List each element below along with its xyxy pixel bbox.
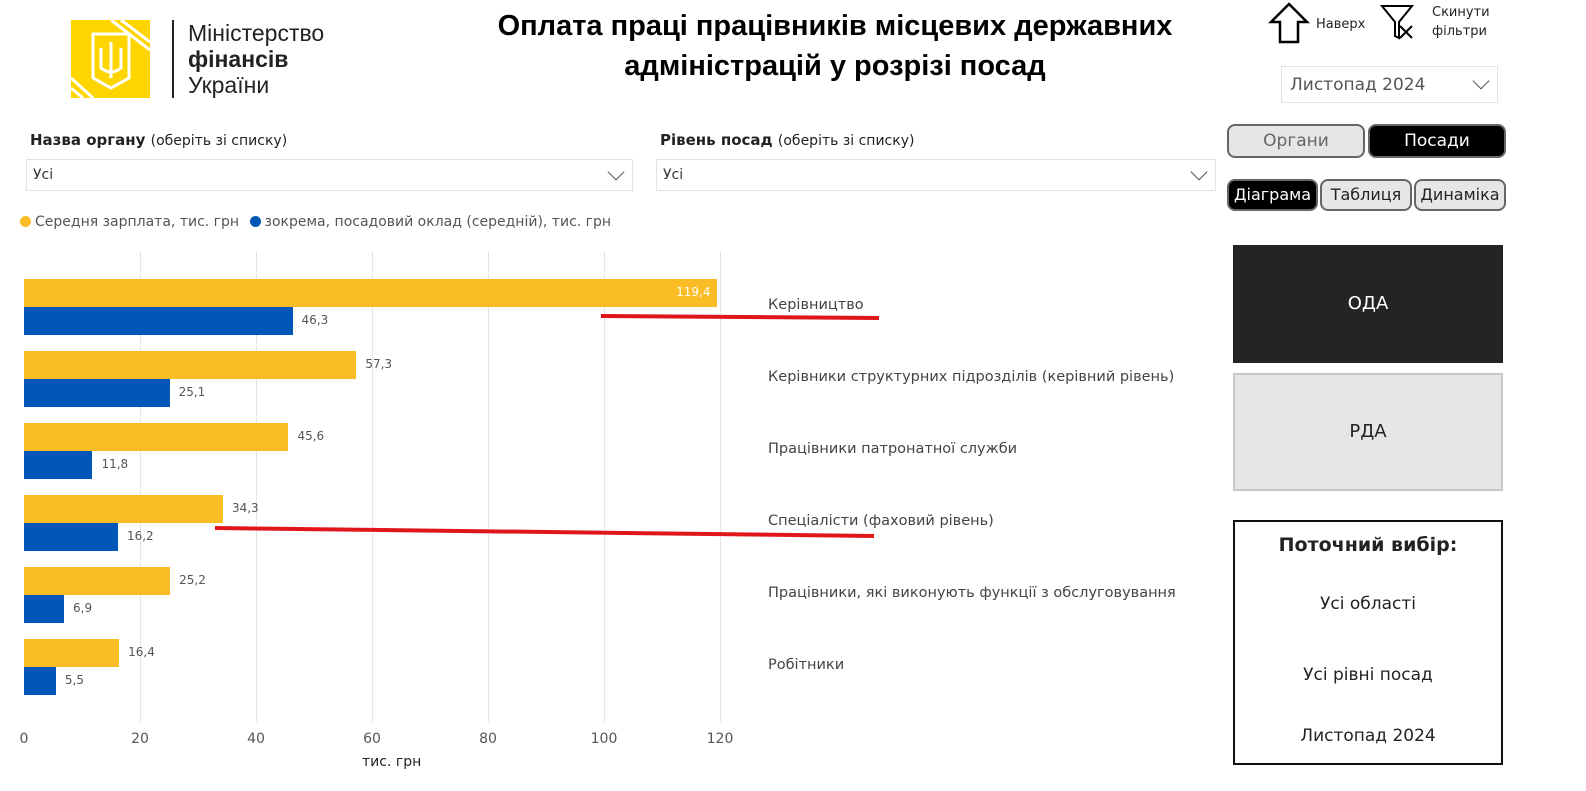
data-label: 6,9	[73, 601, 93, 615]
bar-salary	[24, 567, 171, 595]
bar-base	[24, 667, 56, 695]
level-filter-title: Рівень посад	[660, 131, 773, 149]
legend-label: Середня зарплата, тис. грн	[35, 214, 240, 230]
current-level: Усі рівні посад	[1303, 665, 1433, 685]
bar-chart: 0 20 40 60 80 100 120 119,4 46,3 Керівництво 57,3 2…	[19, 252, 1176, 747]
category-label: Працівники патронатної служби	[768, 441, 1018, 457]
x-tick-label: 0	[19, 731, 29, 747]
data-label: 57,3	[365, 357, 393, 371]
x-tick-label: 60	[363, 731, 381, 747]
tab-organs[interactable]: Органи	[1227, 124, 1365, 158]
legend-swatch	[20, 216, 31, 227]
organ-dropdown[interactable]: Усі	[26, 159, 633, 191]
category-label: Керівництво	[768, 297, 864, 313]
filter-clear-icon	[1380, 5, 1415, 40]
data-label: 45,6	[297, 429, 325, 443]
legend-item-base: зокрема, посадовий оклад (середній), тис…	[249, 214, 612, 230]
annotation-lines	[214, 314, 880, 538]
bar-base	[24, 379, 170, 407]
bar-base	[24, 307, 293, 335]
organ-filter-title: Назва органу	[30, 131, 146, 149]
bar-base	[24, 451, 93, 479]
tab-positions[interactable]: Посади	[1368, 124, 1506, 158]
annotation-line	[214, 526, 875, 538]
data-label: 25,1	[178, 385, 206, 399]
gridline	[372, 252, 373, 722]
data-label: 119,4	[676, 285, 711, 299]
reset-filters-button[interactable]: Скинути фільтри	[1380, 2, 1490, 44]
bar-salary	[24, 351, 357, 379]
organ-filter-hint: (оберіть зі списку)	[150, 133, 288, 149]
scroll-up-button[interactable]: Наверх	[1268, 2, 1368, 44]
level-filter-hint: (оберіть зі списку)	[777, 133, 915, 149]
data-label: 46,3	[301, 313, 329, 327]
tab-dynamics[interactable]: Динаміка	[1414, 179, 1506, 211]
current-selection-title: Поточний вибір:	[1278, 534, 1458, 556]
bar-salary	[24, 639, 120, 667]
x-tick-label: 40	[247, 731, 265, 747]
organ-value: Усі	[33, 167, 54, 183]
arrow-up-icon	[1268, 2, 1310, 44]
organ-filter-label: Назва органу (оберіть зі списку)	[30, 131, 287, 149]
level-dropdown[interactable]: Усі	[656, 159, 1216, 191]
period-value: Листопад 2024	[1290, 75, 1426, 95]
x-axis-label: тис. грн	[362, 754, 422, 770]
scroll-up-label: Наверх	[1316, 17, 1366, 32]
current-region: Усі області	[1320, 594, 1416, 614]
gridline	[488, 252, 489, 722]
category-label: Робітники	[768, 657, 845, 673]
logo-text-3: України	[188, 72, 270, 98]
gridline	[256, 252, 257, 722]
level-value: Усі	[663, 167, 684, 183]
data-label: 5,5	[64, 673, 84, 687]
category-label: Працівники, які виконують функції з обсл…	[768, 585, 1176, 601]
reset-label-1: Скинути	[1432, 5, 1490, 20]
logo-text-2: фінансів	[188, 46, 289, 72]
data-label: 25,2	[179, 573, 206, 587]
data-label: 11,8	[101, 457, 129, 471]
legend-swatch	[249, 216, 261, 227]
logo-text-1: Міністерство	[188, 20, 325, 46]
bar-base	[24, 595, 65, 623]
legend-label: зокрема, посадовий оклад (середній), тис…	[264, 214, 612, 230]
bar-salary	[24, 495, 223, 523]
bar-salary	[24, 423, 289, 451]
page-title: Оплата праці працівників місцевих держав…	[497, 10, 1173, 82]
oda-button[interactable]: ОДА	[1233, 245, 1503, 363]
category-label: Керівники структурних підрозділів (керів…	[768, 369, 1175, 385]
x-tick-label: 20	[131, 731, 149, 747]
current-selection-card: Поточний вибір: Усі області Усі рівні по…	[1233, 520, 1503, 765]
reset-label-2: фільтри	[1432, 24, 1487, 39]
gridline	[720, 252, 721, 722]
rda-button[interactable]: РДА	[1233, 373, 1503, 491]
data-label: 34,3	[231, 501, 259, 515]
x-tick-label: 80	[479, 731, 497, 747]
gridline	[140, 252, 141, 722]
bar-base	[24, 523, 118, 551]
tab-diagram[interactable]: Діаграма	[1227, 179, 1318, 211]
x-tick-label: 100	[590, 731, 618, 747]
annotation-line	[600, 314, 880, 320]
current-period: Листопад 2024	[1300, 726, 1436, 746]
level-filter-label: Рівень посад (оберіть зі списку)	[660, 131, 914, 149]
data-label: 16,2	[126, 529, 154, 543]
tab-table[interactable]: Таблиця	[1320, 179, 1412, 211]
x-tick-label: 120	[706, 731, 734, 747]
category-label: Спеціалісти (фаховий рівень)	[768, 513, 994, 529]
bar-salary	[24, 279, 717, 307]
chart-legend: Середня зарплата, тис. грн зокрема, поса…	[20, 214, 611, 230]
gridline	[604, 252, 605, 722]
ministry-logo-emblem	[69, 18, 151, 100]
data-label: 16,4	[128, 645, 155, 659]
chevron-down-icon	[1472, 72, 1490, 90]
logo-divider	[172, 20, 174, 98]
period-dropdown[interactable]: Листопад 2024	[1281, 66, 1498, 103]
legend-item-salary: Середня зарплата, тис. грн	[20, 214, 239, 230]
